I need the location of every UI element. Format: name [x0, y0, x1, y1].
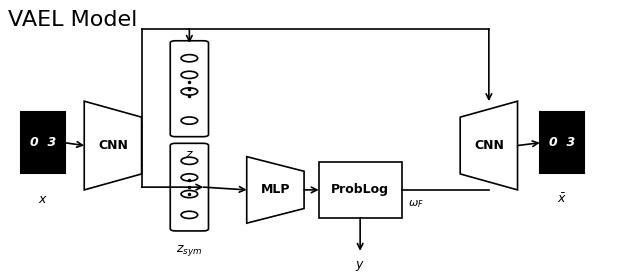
Circle shape: [181, 174, 198, 181]
FancyBboxPatch shape: [170, 41, 209, 137]
Circle shape: [181, 190, 198, 198]
Text: MLP: MLP: [260, 183, 290, 196]
Circle shape: [181, 71, 198, 78]
Text: $z$: $z$: [185, 148, 194, 161]
Circle shape: [181, 117, 198, 124]
Text: CNN: CNN: [98, 139, 128, 152]
Text: $\bar{x}$: $\bar{x}$: [557, 193, 567, 206]
Circle shape: [181, 55, 198, 62]
Polygon shape: [84, 101, 141, 190]
Circle shape: [181, 88, 198, 95]
Circle shape: [181, 211, 198, 218]
Text: CNN: CNN: [474, 139, 504, 152]
FancyBboxPatch shape: [20, 112, 65, 173]
Polygon shape: [460, 101, 518, 190]
Text: 0  3: 0 3: [549, 136, 575, 149]
Text: $z_{sym}$: $z_{sym}$: [176, 242, 202, 258]
Text: 0  3: 0 3: [29, 136, 56, 149]
Text: $\omega_F$: $\omega_F$: [408, 198, 424, 210]
Polygon shape: [246, 157, 304, 223]
FancyBboxPatch shape: [540, 112, 584, 173]
Text: $x$: $x$: [38, 193, 48, 206]
FancyBboxPatch shape: [170, 143, 209, 231]
Text: VAEL Model: VAEL Model: [8, 10, 137, 30]
Circle shape: [181, 157, 198, 164]
Text: $y$: $y$: [355, 259, 365, 273]
Text: ProbLog: ProbLog: [331, 183, 389, 196]
FancyBboxPatch shape: [319, 162, 401, 218]
